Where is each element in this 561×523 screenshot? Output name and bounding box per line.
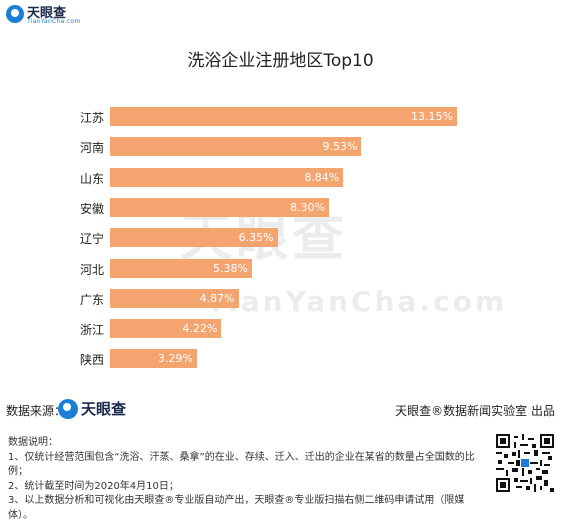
category-label: 安徽 <box>80 201 105 216</box>
bar <box>110 349 197 369</box>
data-label: 5.38% <box>213 261 248 275</box>
note-line: 2、统计截至时间为2020年4月10日； <box>8 480 179 492</box>
data-label: 13.15% <box>411 110 453 123</box>
source-row: 数据来源： 天眼查 天眼查®数据新闻实验室 出品 <box>6 398 555 420</box>
bar <box>110 137 362 157</box>
category-label: 江苏 <box>80 111 105 125</box>
bar <box>110 228 278 248</box>
data-label: 4.87% <box>199 291 235 305</box>
category-label: 河南 <box>80 141 105 156</box>
data-label: 6.35% <box>238 231 274 245</box>
bar <box>110 258 252 278</box>
category-label: 陕西 <box>80 353 105 368</box>
category-label: 辽宁 <box>80 232 105 247</box>
qr-code-icon <box>496 434 554 492</box>
bar <box>110 167 344 187</box>
data-label: 8.84% <box>304 170 340 184</box>
source-label: 数据来源： <box>6 404 67 418</box>
category-label: 广东 <box>80 292 105 307</box>
watermark-en: TianYanCha.com <box>206 285 508 318</box>
brand-logo: 天眼查 <box>6 4 66 24</box>
eye-logo-icon <box>6 5 24 23</box>
brand-domain: TianYanCha.com <box>27 18 81 25</box>
note-line: 1、仅统计经营范围包含“洗浴、汗蒸、桑拿”的在业、存续、迁入、迁出的企业在某省的… <box>8 451 475 478</box>
eye-logo-icon <box>58 399 78 419</box>
bar <box>110 288 239 308</box>
data-label: 3.29% <box>157 352 193 366</box>
chart-title: 洗浴企业注册地区Top10 <box>187 51 374 71</box>
publisher: 天眼查®数据新闻实验室 出品 <box>395 404 555 418</box>
note-line: 3、以上数据分析和可视化由天眼查®专业版自动产出，天眼查®专业版扫描右侧二维码申… <box>8 495 465 521</box>
source-logo: 天眼查 <box>58 398 126 420</box>
data-notes: 数据说明： 1、仅统计经营范围包含“洗浴、汗蒸、桑拿”的在业、存续、迁入、迁出的… <box>8 436 478 523</box>
bar <box>110 197 330 217</box>
data-label: 4.22% <box>182 322 218 336</box>
notes-title: 数据说明： <box>8 437 58 448</box>
category-label: 山东 <box>80 171 105 186</box>
brand-name: 天眼查 <box>27 6 67 21</box>
data-label: 8.30% <box>290 200 326 214</box>
bar <box>110 107 457 126</box>
data-label: 9.53% <box>322 140 358 154</box>
bar <box>110 319 222 339</box>
source-logo-text: 天眼查 <box>81 400 127 418</box>
category-label: 河北 <box>80 262 105 277</box>
category-label: 浙江 <box>80 323 105 338</box>
